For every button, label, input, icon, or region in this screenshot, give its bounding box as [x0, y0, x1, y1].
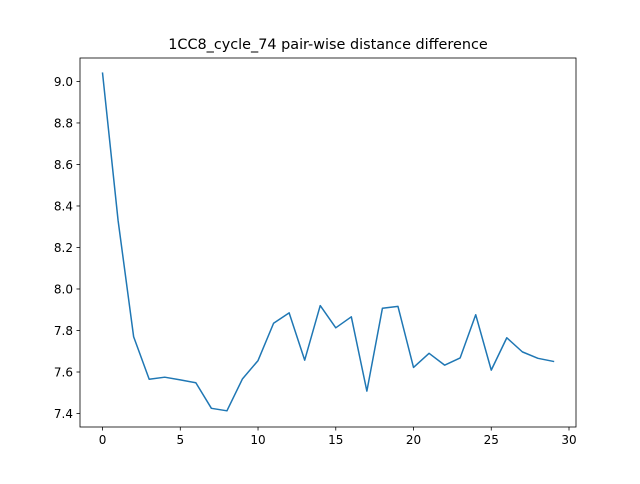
- x-tick-label: 25: [484, 433, 499, 447]
- chart-title: 1CC8_cycle_74 pair-wise distance differe…: [168, 37, 488, 53]
- y-tick-label: 8.8: [54, 116, 73, 130]
- series-layer: [101, 72, 555, 412]
- y-tick-label: 7.6: [54, 365, 73, 379]
- x-tick-label: 30: [561, 433, 576, 447]
- x-tick-label: 10: [250, 433, 265, 447]
- plot-frame: [79, 57, 577, 428]
- y-tick-label: 8.2: [54, 241, 73, 255]
- y-tick-label: 8.6: [54, 158, 73, 172]
- x-tick-label: 5: [176, 433, 184, 447]
- axes: 0 5 10 15 20 25 30 7.4 7.6 7.8 8.0 8.2 8.4 8.6 8.8 9.0: [54, 57, 577, 447]
- x-tick-label: 15: [328, 433, 343, 447]
- y-tick-label: 7.8: [54, 324, 73, 338]
- y-tick-label: 8.4: [54, 199, 73, 213]
- y-tick-label: 9.0: [54, 75, 73, 89]
- y-tick-label: 8.0: [54, 282, 73, 296]
- x-tick-label: 0: [99, 433, 107, 447]
- y-tick-label: 7.4: [54, 407, 73, 421]
- x-tick-label: 20: [406, 433, 421, 447]
- series-line-0: [101, 72, 555, 412]
